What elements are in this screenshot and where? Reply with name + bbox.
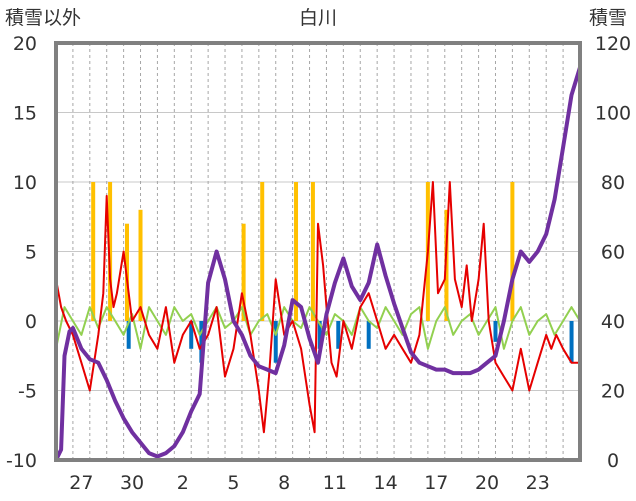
- x-tick-label: 5: [227, 472, 239, 494]
- x-tick-label: 8: [278, 472, 290, 494]
- x-tick-label: 20: [475, 472, 499, 494]
- left-axis-label: 積雪以外: [5, 7, 81, 29]
- chart-title: 白川: [299, 7, 337, 29]
- left-tick-label: 5: [25, 242, 37, 264]
- left-tick-label: -5: [18, 381, 37, 403]
- bar: [189, 321, 194, 349]
- x-axis-ticks: 27 30 2 5 8 11 14 17 20 23: [69, 472, 550, 494]
- bar: [310, 182, 315, 321]
- right-axis-ticks: 0 20 40 60 80 100 120: [595, 33, 631, 472]
- left-axis-ticks: -10 -5 0 5 10 15 20: [6, 33, 37, 472]
- bar: [241, 223, 246, 321]
- right-tick-label: 20: [601, 381, 625, 403]
- left-tick-label: 0: [25, 311, 37, 333]
- series-line: [54, 66, 582, 461]
- x-tick-label: 30: [120, 472, 144, 494]
- bar: [91, 182, 96, 321]
- right-axis-label: 積雪: [589, 7, 627, 29]
- x-tick-label: 14: [374, 472, 398, 494]
- left-tick-label: 15: [13, 103, 37, 125]
- right-tick-label: 40: [601, 311, 625, 333]
- left-tick-label: -10: [6, 450, 37, 472]
- x-tick-label: 17: [424, 472, 448, 494]
- x-tick-label: 27: [69, 472, 93, 494]
- bar: [336, 321, 341, 349]
- bar: [273, 321, 278, 363]
- line-series: [54, 66, 582, 461]
- bar: [108, 182, 113, 321]
- x-tick-label: 2: [177, 472, 189, 494]
- bar: [493, 321, 498, 342]
- right-tick-label: 100: [595, 103, 631, 125]
- series-line: [55, 181, 580, 434]
- bar: [569, 321, 574, 363]
- right-tick-label: 60: [601, 242, 625, 264]
- plot-frame: [54, 41, 582, 462]
- bar: [510, 182, 515, 321]
- right-tick-label: 0: [607, 450, 619, 472]
- bar: [138, 209, 143, 321]
- right-tick-label: 120: [595, 33, 631, 55]
- bar: [366, 321, 371, 349]
- bar: [260, 182, 265, 321]
- bar: [317, 321, 322, 349]
- bar: [199, 321, 204, 363]
- left-tick-label: 20: [13, 33, 37, 55]
- bar: [294, 182, 299, 321]
- x-tick-label: 11: [323, 472, 347, 494]
- bar: [126, 321, 131, 349]
- x-tick-label: 23: [526, 472, 550, 494]
- left-tick-label: 10: [13, 172, 37, 194]
- series-line: [55, 306, 581, 350]
- right-tick-label: 80: [601, 172, 625, 194]
